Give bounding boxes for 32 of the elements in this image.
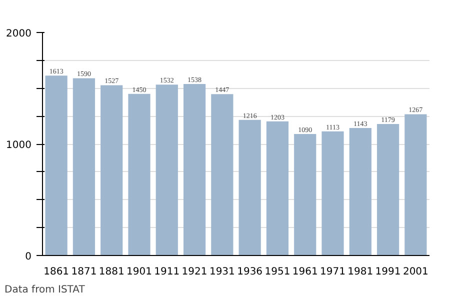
x-tick-label: 1951 bbox=[264, 266, 290, 278]
x-tick-label: 2001 bbox=[402, 266, 428, 278]
x-tick-label: 1911 bbox=[154, 266, 180, 278]
bar bbox=[294, 134, 316, 256]
x-tick-label: 1981 bbox=[348, 266, 374, 278]
bar bbox=[322, 131, 344, 256]
x-tick-label: 1881 bbox=[98, 266, 124, 278]
bar bbox=[211, 94, 234, 256]
bar bbox=[72, 78, 96, 256]
bar bbox=[238, 120, 261, 256]
bar bbox=[156, 84, 178, 256]
bar bbox=[404, 114, 427, 256]
bar bbox=[45, 76, 68, 256]
x-tick-label: 1961 bbox=[292, 266, 318, 278]
y-tick-label: 0 bbox=[25, 252, 32, 262]
bar bbox=[100, 85, 123, 256]
x-tick-label: 1921 bbox=[182, 266, 208, 278]
text: Data from ISTAT bbox=[4, 284, 86, 296]
bar bbox=[183, 84, 206, 256]
bar bbox=[349, 128, 372, 256]
x-tick-label: 1901 bbox=[126, 266, 152, 278]
x-tick-label: 1931 bbox=[209, 266, 235, 278]
y-tick-label: 1000 bbox=[6, 140, 32, 151]
bar bbox=[376, 124, 400, 256]
x-tick-label: 1871 bbox=[71, 266, 97, 278]
x-tick-label: 1861 bbox=[44, 266, 70, 278]
x-tick-label: 1971 bbox=[320, 266, 346, 278]
y-tick-label: 2000 bbox=[6, 28, 32, 40]
x-tick-label: 1991 bbox=[375, 266, 401, 278]
x-tick-label: 1936 bbox=[237, 266, 263, 278]
bar bbox=[128, 94, 150, 256]
bar bbox=[266, 121, 289, 256]
